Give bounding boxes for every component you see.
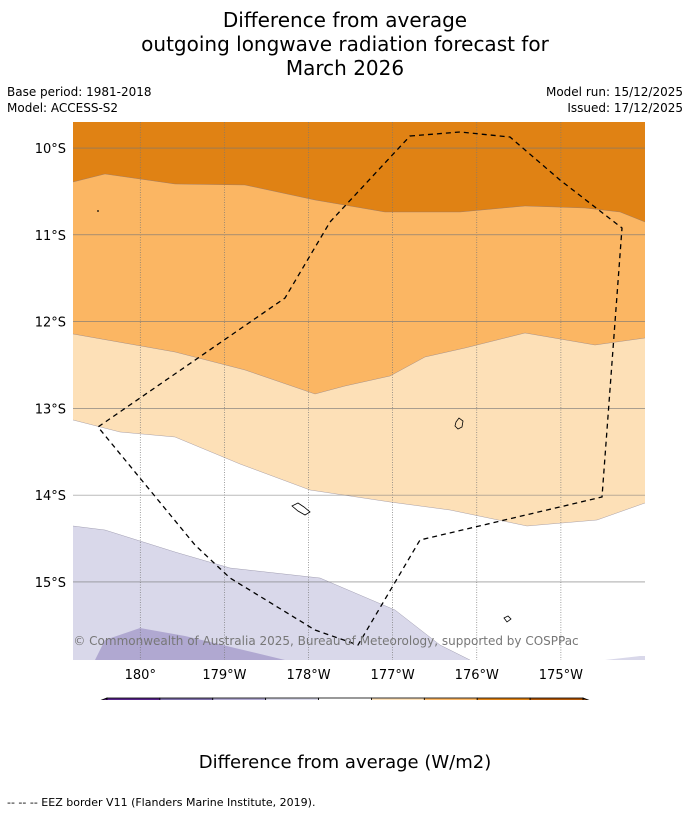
band-dark-orange bbox=[73, 122, 645, 222]
colorbar-segment bbox=[371, 697, 425, 700]
colorbar-segment bbox=[476, 697, 531, 700]
colorbar-extend-high bbox=[582, 697, 590, 700]
colorbar bbox=[100, 697, 590, 700]
title-line-3: March 2026 bbox=[285, 56, 405, 80]
lon-tick-label: 180° bbox=[125, 668, 156, 683]
eez-legend-text: -- -- -- EEZ border V11 (Flanders Marine… bbox=[7, 796, 316, 809]
colorbar-segment bbox=[529, 697, 584, 700]
colorbar-segment bbox=[106, 697, 161, 700]
meta-left: Base period: 1981-2018 Model: ACCESS-S2 bbox=[7, 84, 152, 116]
colorbar-segment bbox=[265, 697, 319, 700]
colorbar-segment bbox=[318, 697, 372, 700]
colorbar-segment bbox=[159, 697, 214, 700]
band-light-purple bbox=[73, 526, 470, 660]
island-2 bbox=[291, 502, 311, 516]
lat-tick-label: 13°S bbox=[35, 402, 66, 417]
lon-labels: 180° 179°W 178°W 177°W 176°W 175°W bbox=[125, 668, 583, 683]
eez-border bbox=[97, 131, 623, 646]
island-1 bbox=[454, 417, 464, 430]
gridlines bbox=[73, 122, 645, 660]
map-figure: © Commonwealth of Australia 2025, Bureau… bbox=[35, 122, 645, 700]
title-line-1: Difference from average bbox=[222, 8, 468, 32]
copyright-text: © Commonwealth of Australia 2025, Bureau… bbox=[73, 634, 578, 648]
lon-tick-label: 177°W bbox=[371, 668, 415, 683]
lat-labels: 10°S 11°S 12°S 13°S 14°S 15°S bbox=[35, 142, 66, 591]
meta-right: Model run: 15/12/2025 Issued: 17/12/2025 bbox=[546, 84, 683, 116]
lat-tick-label: 15°S bbox=[35, 576, 66, 591]
lon-tick-label: 179°W bbox=[202, 668, 246, 683]
lat-tick-label: 14°S bbox=[35, 489, 66, 504]
base-period: Base period: 1981-2018 bbox=[7, 85, 152, 99]
colorbar-title: Difference from average (W/m2) bbox=[198, 752, 492, 773]
model-run: Model run: 15/12/2025 bbox=[545, 85, 683, 99]
lon-tick-label: 175°W bbox=[539, 668, 583, 683]
chart-title: Difference from average outgoing longwav… bbox=[0, 8, 690, 80]
band-mid-purple bbox=[95, 628, 285, 660]
lat-tick-label: 10°S bbox=[35, 142, 66, 157]
colorbar-extend-low bbox=[100, 697, 108, 700]
band-light-purple-right bbox=[605, 656, 645, 660]
model-name: Model: ACCESS-S2 bbox=[7, 101, 119, 115]
issued-date: Issued: 17/12/2025 bbox=[567, 101, 683, 115]
title-line-2: outgoing longwave radiation forecast for bbox=[141, 32, 549, 56]
lat-tick-label: 11°S bbox=[35, 229, 66, 244]
lat-tick-label: 12°S bbox=[35, 316, 66, 331]
island-4 bbox=[97, 210, 99, 212]
colorbar-segment bbox=[212, 697, 267, 700]
map-area: © Commonwealth of Australia 2025, Bureau… bbox=[73, 122, 645, 660]
lon-tick-label: 176°W bbox=[455, 668, 499, 683]
contour-lines bbox=[73, 173, 645, 660]
island-3 bbox=[503, 615, 512, 623]
lon-tick-label: 178°W bbox=[286, 668, 330, 683]
colorbar-segment bbox=[423, 697, 478, 700]
